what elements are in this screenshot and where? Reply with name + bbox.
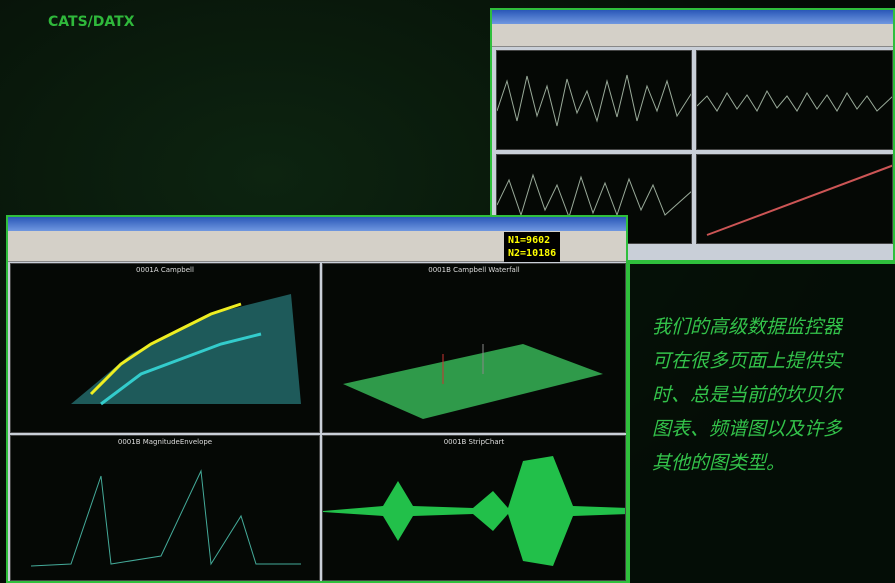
trend [706,164,892,236]
plot-pane: 0001B Campbell Waterfall [322,263,626,433]
waveform [497,173,691,219]
status-box: N1=9602 N2=10186 [504,232,561,262]
toolbar [492,24,893,47]
caption-line: 我们的高级数据监控器 [652,316,843,338]
envelope-plot [30,469,301,567]
status: N2=10186 [508,248,557,259]
plot-pane: 0001A Campbell [10,263,320,433]
panel-title: 0001B MagnitudeEnvelope [117,438,213,446]
title-bar [8,217,626,231]
status: N1=9602 [508,235,551,246]
caption-line: 图表、频谱图以及许多 [652,418,843,440]
waveform [497,74,691,127]
caption-line: 其他的图类型。 [652,452,786,474]
panel-title: 0001B Campbell Waterfall [428,266,520,274]
caption-line: 可在很多页面上提供实 [652,350,843,372]
plot-pane [696,50,893,150]
subtitle: CATS/DATX [48,14,135,30]
caption-line: 时、总是当前的坎贝尔 [652,384,843,406]
plot-pane [696,154,893,244]
panel-title: 0001A Campbell [136,266,194,274]
title-bar [492,10,893,24]
back-window [490,8,895,262]
caption-box: 我们的高级数据监控器 可在很多页面上提供实 时、总是当前的坎贝尔 图表、频谱图以… [628,262,895,583]
plot-pane: 0001B MagnitudeEnvelope [10,435,320,581]
plot-pane [496,50,692,150]
campbell-plot [71,294,301,406]
panel-title: 0001B StripChart [443,438,505,446]
waveform [697,89,892,113]
front-window: N1=9602 N2=10186 0001A Campbell 0001B Cam… [6,215,628,583]
strip-plot [323,456,625,566]
plot-pane: 0001B StripChart [322,435,626,581]
waterfall-plot [343,344,603,419]
